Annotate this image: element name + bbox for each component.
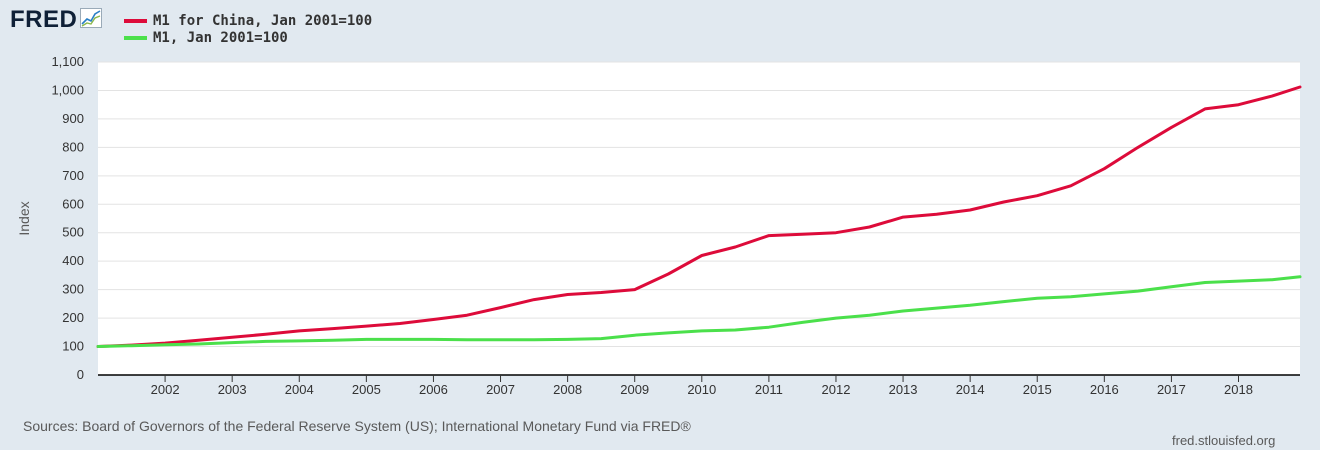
plot-area <box>98 62 1300 375</box>
x-tick-label: 2009 <box>620 382 649 397</box>
legend-item-china-m1[interactable]: M1 for China, Jan 2001=100 <box>124 12 372 29</box>
x-tick-label: 2004 <box>285 382 314 397</box>
legend-label-china-m1: M1 for China, Jan 2001=100 <box>153 12 373 29</box>
series-line-china-m1 <box>96 85 1302 348</box>
x-tick-label: 2008 <box>553 382 582 397</box>
x-tick-label: 2003 <box>218 382 247 397</box>
x-tick-label: 2010 <box>687 382 716 397</box>
site-credit[interactable]: fred.stlouisfed.org <box>1172 433 1276 448</box>
line-graph-icon <box>80 7 103 33</box>
x-tick-label: 2014 <box>956 382 985 397</box>
x-tick-label: 2013 <box>889 382 918 397</box>
x-tick-label: 2018 <box>1224 382 1253 397</box>
y-tick-label: 400 <box>62 253 84 268</box>
fred-logo-text: FRED <box>10 6 78 33</box>
y-tick-label: 200 <box>62 310 84 325</box>
legend-item-us-m1[interactable]: M1, Jan 2001=100 <box>124 29 372 46</box>
y-tick-label: 1,000 <box>51 82 84 97</box>
x-tick-label: 2005 <box>352 382 381 397</box>
y-tick-label: 600 <box>62 196 84 211</box>
y-tick-label: 1,100 <box>51 54 84 69</box>
x-tick-label: 2017 <box>1157 382 1186 397</box>
x-tick-label: 2015 <box>1023 382 1052 397</box>
y-tick-label: 700 <box>62 168 84 183</box>
y-tick-label: 100 <box>62 339 84 354</box>
y-tick-label: 300 <box>62 282 84 297</box>
y-tick-label: 500 <box>62 225 84 240</box>
legend-swatch-us-m1 <box>124 35 147 40</box>
x-tick-label: 2011 <box>755 382 783 397</box>
x-tick-label: 2002 <box>151 382 180 397</box>
x-tick-label: 2012 <box>822 382 851 397</box>
x-tick-label: 2016 <box>1090 382 1119 397</box>
y-tick-label: 900 <box>62 111 84 126</box>
x-tick-label: 2007 <box>486 382 515 397</box>
series-line-us-m1 <box>96 275 1302 348</box>
legend-label-us-m1: M1, Jan 2001=100 <box>153 29 288 46</box>
y-axis-title: Index <box>16 201 32 235</box>
x-tick-label: 2006 <box>419 382 448 397</box>
legend-swatch-china-m1 <box>124 18 147 23</box>
fred-logo[interactable]: FRED <box>10 6 103 34</box>
chart-legend: M1 for China, Jan 2001=100 M1, Jan 2001=… <box>124 12 372 46</box>
source-note: Sources: Board of Governors of the Feder… <box>23 418 691 434</box>
y-tick-label: 800 <box>62 139 84 154</box>
y-tick-label: 0 <box>77 367 84 382</box>
